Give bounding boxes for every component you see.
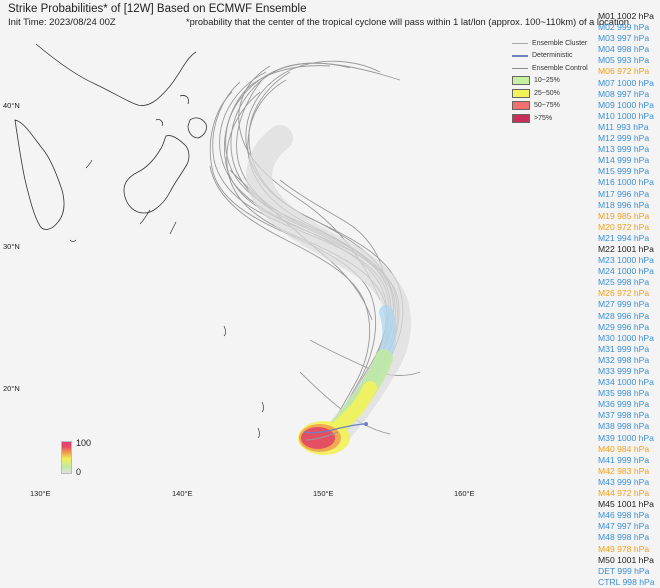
legend-label: >75% bbox=[534, 114, 553, 122]
member-entry: M43 999 hPa bbox=[598, 476, 650, 487]
member-entry: M07 1000 hPa bbox=[598, 77, 654, 88]
p1-swatch bbox=[512, 76, 530, 86]
ensemble-control-swatch bbox=[512, 67, 528, 69]
member-entry: M19 985 hPa bbox=[598, 210, 650, 221]
legend-label: Ensemble Control bbox=[532, 64, 588, 72]
member-entry: M44 972 hPa bbox=[598, 488, 650, 499]
colorbar-min: 0 bbox=[76, 467, 82, 477]
member-entry: M33 999 hPa bbox=[598, 366, 650, 376]
legend-deterministic: Deterministic bbox=[512, 50, 588, 63]
member-entry: M49 978 hPa bbox=[598, 543, 650, 554]
member-entry: M25 998 hPa bbox=[598, 277, 650, 288]
p2-swatch bbox=[512, 88, 530, 98]
member-entry: M26 972 hPa bbox=[598, 288, 650, 299]
p3-swatch bbox=[512, 101, 530, 111]
member-entry: M18 996 hPa bbox=[598, 199, 650, 210]
member-entry: M03 997 hPa bbox=[598, 33, 650, 44]
member-entry: M30 1000 hPa bbox=[598, 332, 654, 343]
member-entry: M35 998 hPa bbox=[598, 388, 650, 399]
member-entry: M50 1001 hPa bbox=[598, 554, 654, 565]
member-entry: M47 997 hPa bbox=[598, 521, 650, 532]
coastlines bbox=[14, 43, 207, 230]
member-entry: M08 997 hPa bbox=[598, 88, 650, 99]
member-entry: M14 999 hPa bbox=[598, 155, 650, 166]
chart-title: Strike Probabilities* of [12W] Based on … bbox=[8, 3, 307, 15]
member-entry: M22 1001 hPa bbox=[598, 243, 654, 254]
legend-p4: >75% bbox=[512, 112, 588, 125]
member-entry: DET 999 hPa bbox=[598, 565, 650, 576]
p4-swatch bbox=[512, 113, 530, 123]
probability-colorbar bbox=[61, 441, 72, 474]
legend-label: Deterministic bbox=[532, 52, 573, 60]
member-entry: M45 1001 hPa bbox=[598, 499, 654, 510]
member-entry: M39 1000 hPa bbox=[598, 432, 654, 443]
member-entry: M38 998 hPa bbox=[598, 421, 650, 432]
member-entry: M42 983 hPa bbox=[598, 465, 650, 476]
member-entry: M02 999 hPa bbox=[598, 22, 650, 33]
colorbar-max: 100 bbox=[76, 438, 92, 448]
member-entry: M04 998 hPa bbox=[598, 44, 650, 55]
member-entry: M41 999 hPa bbox=[598, 454, 650, 465]
member-entry: M46 998 hPa bbox=[598, 510, 650, 521]
member-entry: M32 998 hPa bbox=[598, 354, 650, 365]
member-entry: M21 994 hPa bbox=[598, 232, 650, 243]
init-time: Init Time: 2023/08/24 00Z bbox=[8, 17, 116, 28]
legend-p1: 10~25% bbox=[512, 75, 588, 88]
member-entry: M17 996 hPa bbox=[598, 188, 650, 199]
member-entry: M10 1000 hPa bbox=[598, 110, 654, 121]
legend-label: 50~75% bbox=[534, 102, 560, 110]
lat-label-20: 20°N bbox=[3, 384, 20, 393]
member-entry: M40 984 hPa bbox=[598, 443, 650, 454]
deterministic-swatch bbox=[512, 55, 528, 57]
legend-label: 10~25% bbox=[534, 77, 560, 85]
member-entry: M05 993 hPa bbox=[598, 55, 650, 66]
coastline-islands bbox=[69, 159, 264, 439]
member-entry: M01 1002 hPa bbox=[598, 11, 654, 21]
member-entry: M16 1000 hPa bbox=[598, 177, 654, 188]
member-pressure-list: M01 1002 hPa M02 999 hPa M03 997 hPa M04 99… bbox=[598, 11, 655, 588]
member-entry: M28 996 hPa bbox=[598, 310, 650, 321]
member-entry: M13 999 hPa bbox=[598, 144, 650, 155]
member-entry: M20 972 hPa bbox=[598, 221, 650, 232]
member-entry: M15 999 hPa bbox=[598, 166, 650, 177]
member-entry: M36 999 hPa bbox=[598, 399, 650, 410]
ensemble-cluster-swatch bbox=[512, 42, 528, 44]
member-entry: M29 996 hPa bbox=[598, 321, 650, 332]
legend-p3: 50~75% bbox=[512, 100, 588, 113]
probability-swath bbox=[246, 125, 412, 455]
member-entry: M48 998 hPa bbox=[598, 532, 650, 543]
member-entry: M23 1000 hPa bbox=[598, 255, 654, 266]
lon-label-140: 140°E bbox=[172, 489, 193, 498]
legend-ensemble-control: Ensemble Control bbox=[512, 62, 588, 75]
member-entry: CTRL 998 hPa bbox=[598, 576, 655, 587]
footnote: *probability that the center of the trop… bbox=[186, 17, 629, 27]
member-entry: M09 1000 hPa bbox=[598, 99, 654, 110]
member-entry: M12 999 hPa bbox=[598, 133, 650, 144]
lon-label-130: 130°E bbox=[30, 489, 51, 498]
lon-label-160: 160°E bbox=[454, 489, 475, 498]
member-entry: M24 1000 hPa bbox=[598, 266, 654, 277]
map-legend: Ensemble Cluster Deterministic Ensemble … bbox=[512, 37, 588, 125]
legend-label: Ensemble Cluster bbox=[532, 39, 588, 47]
lat-label-40: 40°N bbox=[3, 101, 20, 110]
lat-label-30: 30°N bbox=[3, 242, 20, 251]
member-entry: M06 972 hPa bbox=[598, 66, 650, 77]
legend-p2: 25~50% bbox=[512, 87, 588, 100]
legend-ensemble-cluster: Ensemble Cluster bbox=[512, 37, 588, 50]
map-canvas bbox=[14, 43, 421, 455]
lon-label-150: 150°E bbox=[313, 489, 334, 498]
member-entry: M34 1000 hPa bbox=[598, 377, 654, 388]
member-entry: M11 993 hPa bbox=[598, 121, 649, 132]
member-entry: M31 999 hPa bbox=[598, 343, 650, 354]
member-entry: M37 998 hPa bbox=[598, 410, 650, 421]
member-entry: M27 999 hPa bbox=[598, 299, 650, 310]
legend-label: 25~50% bbox=[534, 89, 560, 97]
